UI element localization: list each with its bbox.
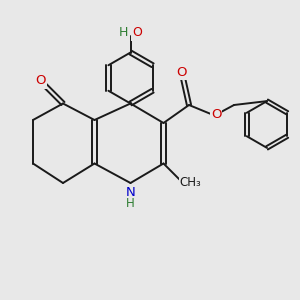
Text: O: O	[35, 74, 46, 88]
Text: CH₃: CH₃	[180, 176, 201, 190]
Text: H: H	[126, 197, 135, 210]
Text: O: O	[176, 66, 187, 79]
Text: O: O	[132, 26, 142, 40]
Text: H: H	[119, 26, 129, 40]
Text: O: O	[211, 107, 221, 121]
Text: N: N	[126, 186, 135, 199]
